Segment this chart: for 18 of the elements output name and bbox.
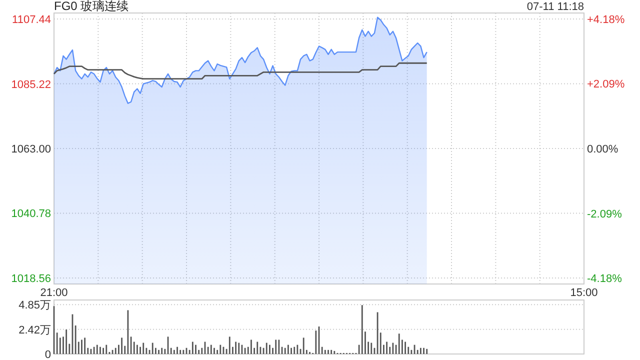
y-tick-label: 1040.78 xyxy=(11,208,51,220)
y-tick-label: 1085.22 xyxy=(11,78,51,91)
y2-tick-label: +4.18% xyxy=(587,14,625,26)
y2-tick-label: 0.00% xyxy=(587,144,618,156)
y2-tick-label: -2.09% xyxy=(587,208,622,220)
y2-tick-label: +2.09% xyxy=(587,78,625,91)
chart-title: FG0 玻璃连续 xyxy=(54,0,129,13)
y-tick-label: 1018.56 xyxy=(11,272,51,285)
y-tick-label: 0 xyxy=(44,349,51,360)
text: 07-11 11:18 xyxy=(526,1,584,13)
y-tick-label: 4.85万 xyxy=(18,300,51,312)
y-tick-label: 1107.44 xyxy=(12,14,51,26)
line-series xyxy=(53,62,428,80)
y-tick-label: 1063.00 xyxy=(11,144,51,156)
y-tick-label: 2.42万 xyxy=(18,324,51,336)
x-tick-label: 21:00 xyxy=(40,287,68,299)
x-tick-label: 15:00 xyxy=(570,287,598,299)
y2-tick-label: -4.18% xyxy=(587,273,622,286)
